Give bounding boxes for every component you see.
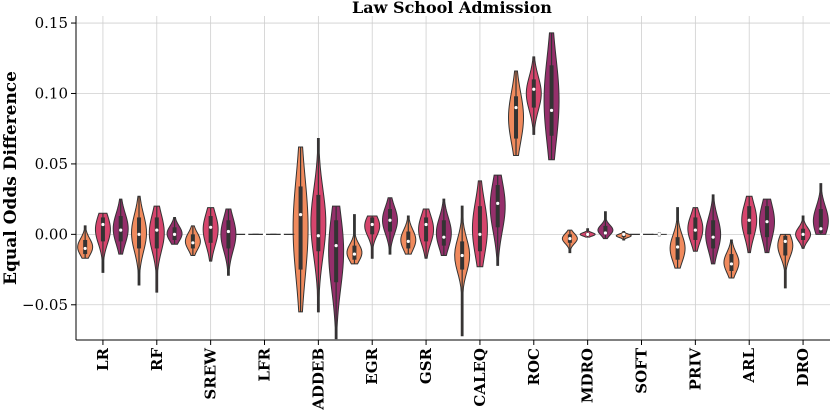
violin-median: [101, 222, 105, 227]
y-tick-label: −0.05: [22, 296, 68, 314]
chart-title: Law School Admission: [352, 0, 552, 17]
violin-median: [549, 108, 554, 112]
violin-median: [191, 241, 195, 245]
axes: −0.05 0.00 0.05 0.10 0.15 LR RF SREW LFR ADDEB EGR…: [22, 14, 830, 411]
violin-median: [226, 229, 231, 234]
y-tick-label: 0.00: [35, 225, 68, 243]
violin-iqr: [514, 96, 519, 139]
x-tick-label: PRIV: [686, 348, 704, 391]
violin-median: [496, 201, 500, 205]
violin-iqr: [334, 220, 339, 283]
violin-iqr: [424, 217, 429, 242]
violin-median: [352, 252, 357, 256]
violin-iqr: [549, 65, 554, 136]
violin-median: [137, 232, 141, 236]
violin-iqr: [531, 79, 536, 108]
x-tick-label: GSR: [417, 347, 435, 384]
violin-median: [783, 239, 787, 243]
x-tick-label: DRO: [794, 348, 812, 387]
violin-median: [657, 232, 661, 236]
violin-median: [334, 244, 338, 248]
violin-median: [83, 246, 87, 251]
violin-median: [460, 253, 464, 258]
violin-iqr: [783, 235, 788, 256]
violin-median: [370, 222, 374, 227]
violin-median: [693, 228, 697, 232]
violin-iqr: [495, 185, 500, 228]
y-tick-label: 0.05: [35, 155, 68, 173]
violin-median: [388, 218, 392, 222]
x-tick-label: EGR: [363, 347, 381, 384]
violin-median: [729, 262, 734, 266]
violin-iqr: [298, 186, 303, 270]
violin-iqr: [154, 217, 159, 249]
x-tick-label: ARL: [740, 348, 758, 384]
violin-iqr: [316, 194, 321, 252]
violin-median: [765, 220, 769, 224]
x-tick-label: CALEQ: [471, 348, 489, 407]
y-tick-label: 0.15: [35, 14, 68, 32]
violin-median: [622, 232, 626, 236]
violin-iqr: [818, 208, 823, 233]
violin-median: [639, 232, 644, 236]
violin-iqr: [441, 220, 446, 246]
violin-median: [442, 235, 446, 239]
x-tick-label: RF: [148, 348, 166, 371]
x-tick-label: SREW: [202, 347, 220, 400]
y-axis-label: Equal Odds Difference: [1, 71, 21, 285]
violin-median: [155, 228, 159, 232]
violin-iqr: [208, 216, 213, 243]
violin-median: [478, 232, 482, 236]
violin-median: [298, 213, 303, 217]
violin-iqr: [711, 220, 716, 249]
violin-median: [747, 218, 751, 222]
violin-iqr: [100, 217, 105, 242]
violin-iqr: [603, 225, 608, 235]
violin-median: [819, 227, 823, 231]
x-tick-label: LR: [94, 347, 112, 371]
violin-median: [316, 234, 320, 238]
violin-iqr: [226, 220, 231, 249]
violin-median: [119, 228, 123, 232]
violin-median: [586, 232, 590, 236]
y-tick-label: 0.10: [35, 84, 68, 102]
x-tick-label: ADDEB: [309, 348, 327, 411]
violin-median: [209, 225, 213, 229]
violin-median: [532, 87, 536, 91]
x-tick-label: MDRO: [579, 348, 597, 403]
violin-median: [603, 231, 608, 235]
violin-median: [711, 235, 715, 239]
violin-median: [424, 222, 428, 227]
x-tick-label: ROC: [525, 348, 543, 386]
violin-median: [406, 239, 410, 243]
violin-median: [280, 232, 284, 236]
violin-iqr: [477, 206, 482, 252]
grid-lines: [76, 16, 830, 340]
violin-median: [514, 105, 518, 110]
violin-median: [245, 232, 249, 236]
violin-median: [568, 236, 572, 241]
x-tick-label: LFR: [256, 347, 274, 381]
violin-median: [172, 232, 177, 236]
violin-median: [262, 232, 267, 236]
x-tick-label: SOFT: [633, 347, 651, 394]
violin-median: [675, 245, 680, 249]
violins: [77, 32, 829, 340]
violin-median: [801, 232, 805, 236]
